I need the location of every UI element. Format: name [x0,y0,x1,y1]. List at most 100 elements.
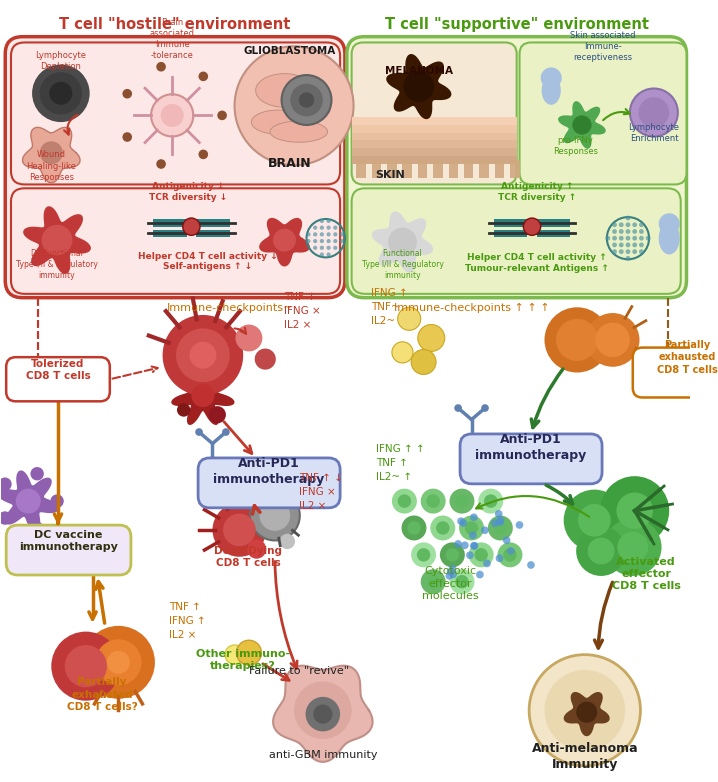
Circle shape [236,325,262,351]
Circle shape [516,521,523,529]
Ellipse shape [283,93,330,122]
Circle shape [612,236,617,241]
Bar [494,230,527,237]
Circle shape [313,232,317,236]
Bar [352,156,517,164]
Text: Wound
Healing-like
Responses: Wound Healing-like Responses [27,150,76,181]
Bar [387,160,397,178]
Circle shape [162,315,243,396]
Bar [449,160,458,178]
Bar [479,160,489,178]
Circle shape [576,701,597,723]
Circle shape [478,489,503,514]
Circle shape [388,228,417,256]
Circle shape [306,697,340,731]
Circle shape [161,104,184,127]
Circle shape [625,242,630,247]
Circle shape [633,222,637,227]
Circle shape [605,236,610,241]
Bar [352,117,517,126]
Circle shape [449,569,475,594]
Circle shape [469,543,494,567]
Text: TNF ↑ ↓
IFNG ×
IL2 ×: TNF ↑ ↓ IFNG × IL2 × [299,473,342,511]
Circle shape [484,494,498,508]
Circle shape [218,110,227,120]
Text: Lymphocyte
Depletion: Lymphocyte Depletion [35,51,86,71]
Circle shape [327,225,331,230]
Circle shape [313,239,317,243]
Circle shape [447,568,454,576]
Circle shape [250,490,300,540]
Circle shape [273,228,296,252]
FancyBboxPatch shape [347,37,686,298]
FancyBboxPatch shape [460,434,602,484]
Text: T cell "hostile" environment: T cell "hostile" environment [60,17,291,32]
Bar [537,219,570,227]
Circle shape [455,575,469,588]
Circle shape [461,541,469,549]
Circle shape [619,249,624,254]
Circle shape [51,632,121,701]
FancyBboxPatch shape [5,37,345,298]
Circle shape [398,494,411,508]
Circle shape [544,307,610,372]
Circle shape [469,532,477,539]
Circle shape [223,514,256,546]
Circle shape [495,510,503,518]
Text: Anti-melanoma
Immunity: Anti-melanoma Immunity [531,742,638,771]
Circle shape [279,534,295,549]
Circle shape [471,542,478,550]
Circle shape [123,89,132,99]
Circle shape [544,670,625,751]
Circle shape [426,494,440,508]
Circle shape [564,490,625,551]
Bar [352,140,517,149]
Circle shape [333,225,337,230]
Text: Antigenicity ↓
TCR diversity ↓: Antigenicity ↓ TCR diversity ↓ [149,182,228,202]
Circle shape [157,62,166,71]
Circle shape [467,433,475,441]
Circle shape [630,88,678,137]
Text: Antigenicity ↑
TCR diversity ↑: Antigenicity ↑ TCR diversity ↑ [498,182,576,202]
Circle shape [327,219,331,223]
Circle shape [320,219,324,223]
Polygon shape [0,471,59,532]
Circle shape [619,236,624,241]
Bar [356,160,366,178]
Circle shape [633,249,637,254]
Circle shape [333,239,337,243]
Text: DC vaccine
immunotherapy: DC vaccine immunotherapy [19,529,118,552]
Circle shape [418,325,444,351]
Text: Immune-checkpoints~: Immune-checkpoints~ [167,303,293,313]
Circle shape [407,522,421,535]
Circle shape [529,655,640,766]
Circle shape [65,645,107,687]
Text: Helper CD4 T cell activity ↑
Tumour-relevant Antigens ↑: Helper CD4 T cell activity ↑ Tumour-rele… [465,253,609,273]
Circle shape [236,640,261,665]
Bar [153,219,187,227]
Circle shape [177,404,190,417]
Ellipse shape [251,110,304,134]
Polygon shape [172,363,235,425]
Bar [196,219,230,227]
Circle shape [595,323,630,357]
Circle shape [449,571,457,578]
FancyBboxPatch shape [198,458,340,508]
Circle shape [494,522,507,535]
FancyBboxPatch shape [520,42,686,185]
Circle shape [209,457,216,465]
Bar [352,148,517,156]
Circle shape [436,522,449,535]
Circle shape [333,232,337,236]
Circle shape [619,242,624,247]
Text: TNF ↑
IFNG ↑
IL2 ×: TNF ↑ IFNG ↑ IL2 × [169,602,206,640]
Circle shape [294,681,352,739]
Text: GLIOBLASTOMA: GLIOBLASTOMA [243,46,335,56]
Bar [372,160,381,178]
Circle shape [235,46,353,165]
Circle shape [612,249,617,254]
Circle shape [459,515,484,540]
Circle shape [0,478,11,491]
Text: Anti-PD1
immunotherapy: Anti-PD1 immunotherapy [213,457,325,486]
Circle shape [430,515,455,540]
